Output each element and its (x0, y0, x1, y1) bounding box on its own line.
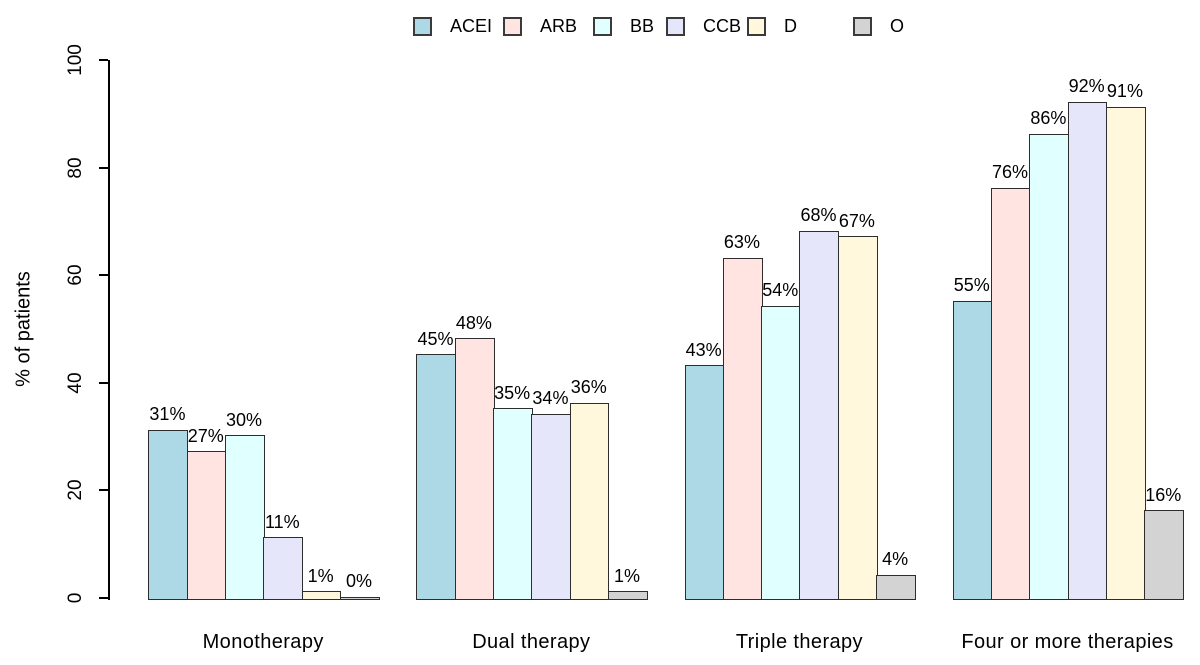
bar-bb (493, 408, 533, 600)
bar-acei (684, 365, 725, 600)
bar-o (876, 574, 916, 600)
bar-value-label: 27% (187, 425, 224, 446)
y-axis-tick (99, 59, 108, 61)
y-axis-tick-label: 100 (65, 44, 86, 76)
bar-value-label: 30% (226, 409, 263, 430)
bar-d (837, 236, 878, 600)
bar-value-label: 35% (494, 382, 531, 403)
legend-swatch-icon (503, 16, 522, 36)
bar-d (301, 591, 342, 600)
bar-value-label: 1% (307, 565, 334, 586)
legend-label: ACEI (450, 16, 493, 36)
bar-ccb (531, 413, 572, 600)
bar-d (1105, 106, 1146, 600)
y-axis-tick-label: 40 (65, 372, 86, 394)
bar-value-label: 36% (570, 377, 607, 398)
bar-acei (148, 429, 189, 600)
bar-acei (952, 300, 993, 600)
legend-label: BB (630, 16, 655, 36)
bar-value-label: 76% (992, 162, 1029, 183)
x-category-label: Dual therapy (472, 631, 591, 653)
legend-item-arb: ARB (503, 14, 577, 38)
legend-label: D (784, 16, 797, 36)
bar-bb (224, 435, 265, 600)
bar-value-label: 4% (882, 549, 909, 570)
bar-value-label: 0% (345, 571, 372, 591)
bar-value-label: 16% (1145, 484, 1182, 505)
bar-arb (454, 338, 495, 600)
y-axis-title: % of patients (12, 271, 35, 387)
legend-label: CCB (703, 16, 742, 36)
bar-value-label: 67% (838, 210, 875, 231)
bar-value-label: 86% (1030, 108, 1067, 129)
bar-value-label: 91% (1106, 81, 1143, 102)
legend-label: ARB (540, 16, 578, 36)
bar-o (607, 591, 648, 600)
legend-item-bb: BB (593, 14, 654, 38)
x-category-label: Triple therapy (735, 631, 863, 653)
bar-bb (1029, 133, 1070, 600)
bar-acei (416, 354, 457, 600)
y-axis-tick-label: 20 (65, 479, 86, 501)
legend-swatch-icon (853, 16, 872, 36)
legend-item-acei: ACEI (413, 14, 492, 38)
bar-value-label: 34% (532, 388, 569, 409)
y-axis-tick-label: 0 (65, 592, 86, 604)
y-axis-tick (99, 489, 108, 492)
y-axis-tick (99, 381, 108, 384)
y-axis-tick (99, 597, 108, 599)
bar-arb (722, 257, 763, 600)
legend-item-ccb: CCB (666, 14, 741, 38)
bar-ccb (1067, 101, 1108, 600)
bar-value-label: 68% (800, 205, 837, 226)
bar-o (339, 596, 380, 600)
legend-swatch-icon (413, 16, 432, 36)
legend-swatch-icon (593, 16, 612, 36)
bar-value-label: 54% (762, 280, 799, 301)
bar-value-label: 1% (614, 565, 641, 586)
x-category-label: Four or more therapies (961, 631, 1174, 653)
legend-swatch-icon (747, 16, 766, 36)
bar-ccb (263, 537, 304, 600)
legend-swatch-icon (666, 16, 685, 36)
bar-arb (186, 451, 227, 600)
bar-bb (761, 305, 801, 600)
bar-value-label: 92% (1068, 76, 1105, 97)
y-axis-line (108, 60, 110, 600)
bar-value-label: 63% (723, 232, 760, 253)
bar-value-label: 45% (417, 328, 454, 349)
legend-item-o: O (853, 14, 904, 38)
y-axis-tick (99, 166, 108, 169)
y-axis-tick-label: 80 (65, 157, 86, 179)
bar-value-label: 43% (685, 339, 722, 360)
bar-d (569, 402, 610, 600)
bar-o (1144, 510, 1184, 600)
bar-ccb (799, 230, 840, 600)
legend-item-d: D (747, 14, 797, 38)
y-axis-tick-label: 60 (65, 264, 86, 286)
bar-value-label: 48% (455, 312, 492, 333)
bar-value-label: 11% (264, 511, 300, 532)
y-axis-tick (99, 274, 108, 277)
legend-label: O (890, 16, 905, 36)
bar-value-label: 31% (149, 404, 186, 425)
bar-value-label: 55% (953, 275, 990, 296)
bar-arb (990, 187, 1031, 600)
x-category-label: Monotherapy (202, 631, 324, 653)
